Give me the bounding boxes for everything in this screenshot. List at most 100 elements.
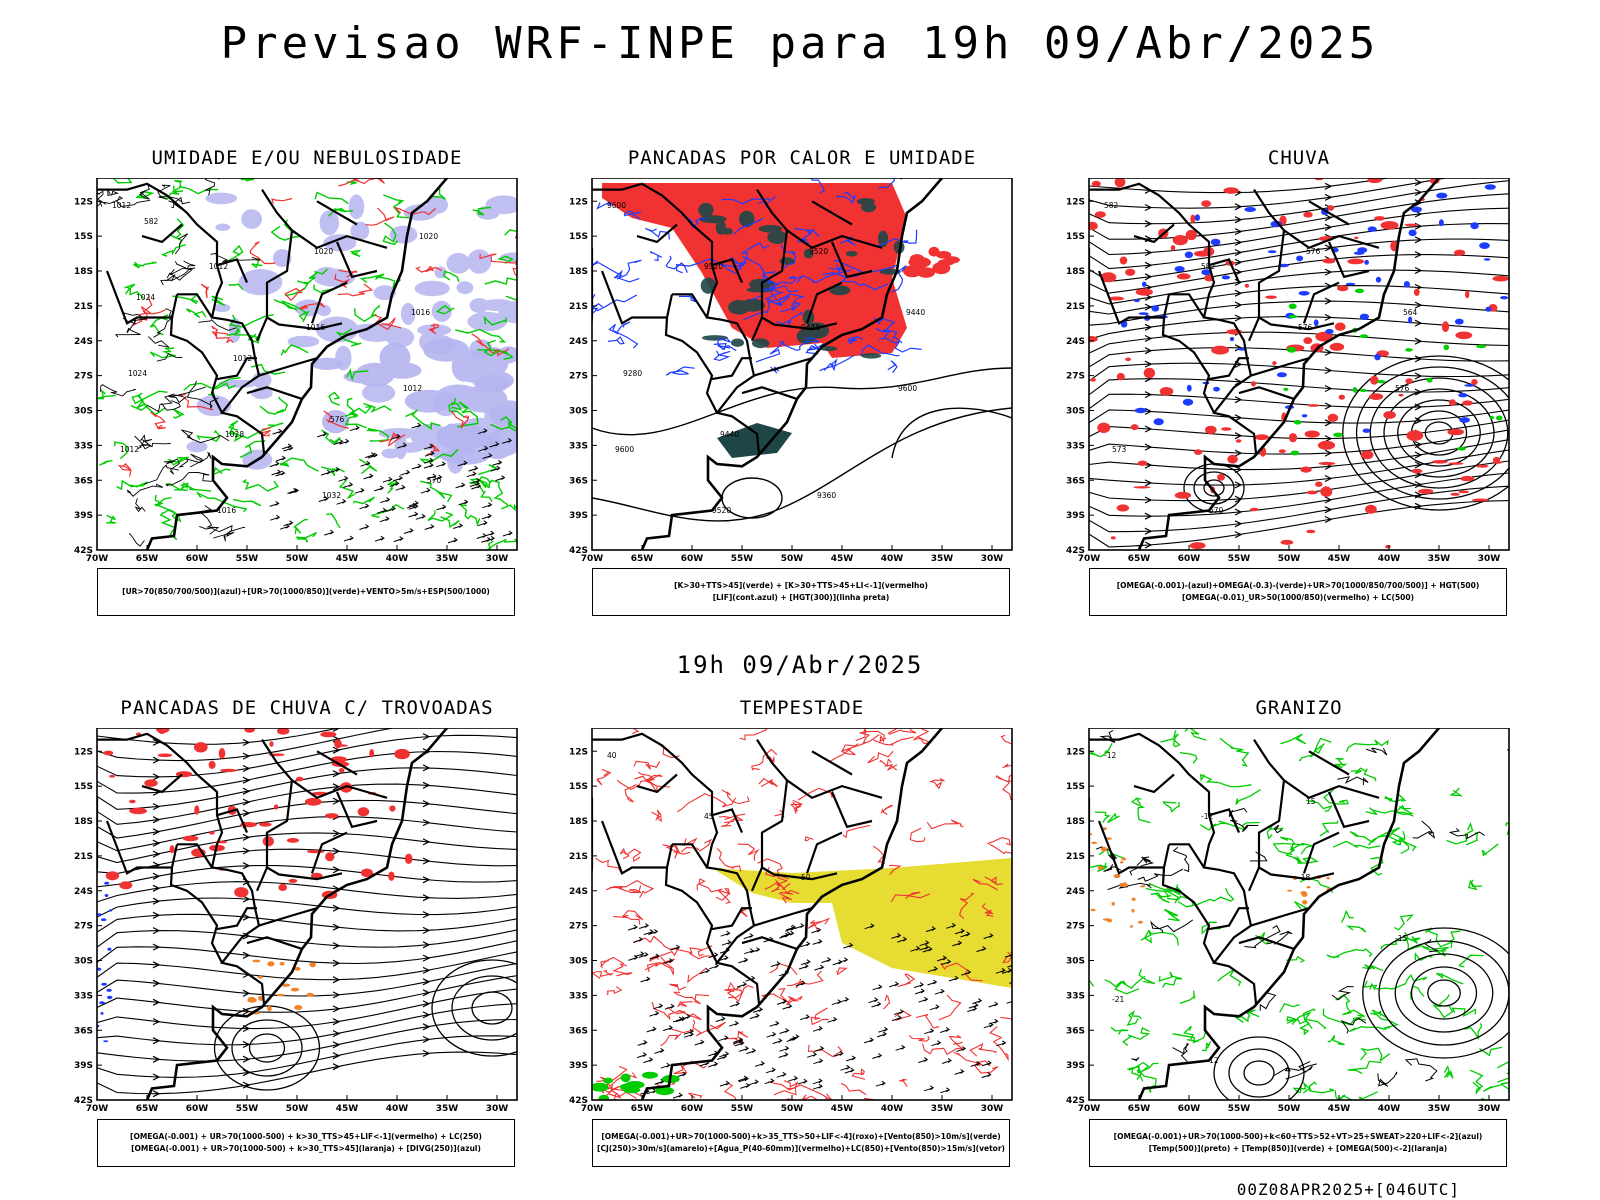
lat-tick-label: 42S — [74, 546, 93, 556]
legend-line: [UR>70(850/700/500)](azul)+[UR>70(1000/8… — [122, 587, 490, 596]
panel-title: CHUVA — [1267, 147, 1331, 169]
humidity-green-contours — [97, 178, 517, 550]
lon-tick-label: 45W — [336, 554, 359, 564]
lat-tick-label: 27S — [569, 372, 588, 382]
lon-tick-label: 35W — [436, 1104, 459, 1114]
lat-tick-label: 15S — [74, 232, 93, 242]
contour-labels: 1012 1012 1016 1012 1012 1016 1020 1016 1024 1028… — [112, 201, 442, 515]
contour-label: 1016 — [411, 308, 430, 317]
lat-tick-label: 15S — [569, 232, 588, 242]
panel-title: TEMPESTADE — [739, 697, 865, 719]
lon-tick-label: 35W — [436, 554, 459, 564]
lon-tick-label: 40W — [881, 554, 904, 564]
lon-tick-label: 40W — [1378, 1104, 1401, 1114]
lon-tick-label: 35W — [931, 554, 954, 564]
contour-label: 9440 — [720, 430, 739, 439]
lon-tick-label: 35W — [931, 1104, 954, 1114]
lat-tick-label: 39S — [569, 511, 588, 521]
legend-line: [LIF](cont.azul) + [HGT(300)](linha pret… — [712, 593, 890, 602]
hgt300-contours — [592, 367, 1012, 522]
map-panel: 9600 9520 9440 9600 9600 9520 9520 9440 9280 9440… — [569, 178, 1013, 564]
lat-tick-label: 30S — [1066, 407, 1085, 417]
lat-tick-label: 24S — [1066, 337, 1085, 347]
panel-legend: [OMEGA(-0.001)+UR>70(1000-500)+k>35_TTS>… — [592, 1119, 1010, 1167]
lat-tick-label: 15S — [569, 782, 588, 792]
wind850-vectors — [627, 922, 1012, 1099]
lon-tick-label: 60W — [1178, 554, 1201, 564]
convective-green-area — [698, 198, 905, 359]
lon-tick-label: 45W — [336, 1104, 359, 1114]
contour-label: 570 — [427, 476, 442, 485]
lon-tick-label: 35W — [1428, 1104, 1451, 1114]
contour-label: 564 — [1403, 308, 1418, 317]
lat-tick-label: 36S — [74, 476, 93, 486]
lon-tick-label: 65W — [1128, 554, 1151, 564]
circulation-rings — [213, 1005, 321, 1091]
lon-tick-label: 50W — [1278, 554, 1301, 564]
convective-south-area — [717, 423, 792, 458]
map-frame — [591, 178, 1013, 551]
lat-tick-label: 39S — [1066, 511, 1085, 521]
lat-tick-label: 30S — [569, 407, 588, 417]
lat-tick-label: 27S — [1066, 372, 1085, 382]
lat-tick-label: 12S — [1066, 197, 1085, 207]
circulation-rings-2 — [431, 959, 517, 1057]
lat-tick-label: 18S — [74, 817, 93, 827]
pressure-contours — [97, 178, 261, 547]
contour-label: 1024 — [136, 293, 155, 302]
legend-line: [OMEGA(-0.001)+UR>70(1000-500)+k>35_TTS>… — [601, 1132, 1001, 1141]
rain-blue-cells — [1120, 184, 1509, 433]
lat-tick-label: 39S — [1066, 1061, 1085, 1071]
contour-label: 40 — [607, 751, 617, 760]
humidity-band-shading — [310, 338, 517, 465]
lat-tick-label: 36S — [1066, 1026, 1085, 1036]
contour-label: 9280 — [623, 369, 642, 378]
lat-tick-label: 36S — [569, 476, 588, 486]
lat-tick-label: 15S — [1066, 232, 1085, 242]
run-info: 00Z08APR2025+[046UTC] — [1236, 1180, 1460, 1199]
lif-blue-contours — [592, 178, 922, 376]
contour-label: 9520 — [809, 247, 828, 256]
wind-vectors — [269, 422, 513, 544]
lon-tick-label: 30W — [1478, 554, 1501, 564]
lon-tick-label: 70W — [86, 554, 109, 564]
lat-tick-label: 33S — [74, 991, 93, 1001]
water-red-contours — [592, 728, 1012, 1100]
geography-lines — [97, 178, 448, 550]
contour-label: 1020 — [314, 247, 333, 256]
geography-lines — [592, 178, 943, 550]
contour-label: 570 — [1209, 506, 1224, 515]
lat-tick-label: 33S — [569, 991, 588, 1001]
geography-lines — [97, 728, 448, 1100]
contour-label: 582 — [144, 217, 159, 226]
contour-label: 1012 — [403, 384, 422, 393]
lat-tick-label: 21S — [74, 852, 93, 862]
lon-tick-label: 65W — [631, 554, 654, 564]
map-frame — [1088, 178, 1510, 551]
contour-label: -18 — [1298, 873, 1310, 882]
legend-line: [CJ(250)>30m/s](amarelo)+[Agua_P(40-60mm… — [597, 1144, 1005, 1153]
temp500-rings-2 — [1213, 1036, 1305, 1100]
rain-red-cells — [1089, 178, 1509, 550]
contour-label: 9440 — [906, 308, 925, 317]
lat-tick-label: 18S — [569, 817, 588, 827]
lat-tick-label: 39S — [569, 1061, 588, 1071]
map-panel: -12 -12 -18 -15 -21 12 15 12S 15S 18S 21S 24S 27S 30S… — [1066, 728, 1510, 1114]
geography-lines — [1089, 728, 1440, 1100]
contour-label: 9360 — [817, 491, 836, 500]
lat-tick-label: 18S — [74, 267, 93, 277]
temp500-contours — [1096, 729, 1509, 1087]
lon-tick-label: 40W — [1378, 554, 1401, 564]
lat-tick-label: 33S — [1066, 991, 1085, 1001]
contour-label: 573 — [1112, 445, 1127, 454]
contour-label: 9520 — [712, 506, 731, 515]
legend-line: [Temp(500)](preto) + [Temp(850)](verde) … — [1148, 1144, 1448, 1153]
contour-label: 1028 — [225, 430, 244, 439]
lon-tick-label: 30W — [1478, 1104, 1501, 1114]
lon-tick-label: 55W — [1228, 1104, 1251, 1114]
convective-red-area — [602, 183, 907, 358]
lat-tick-label: 33S — [74, 441, 93, 451]
map-panel: 582 582 576 576 573 570 576 564 12S 15S 18S 21S 24S 2… — [1066, 178, 1510, 564]
